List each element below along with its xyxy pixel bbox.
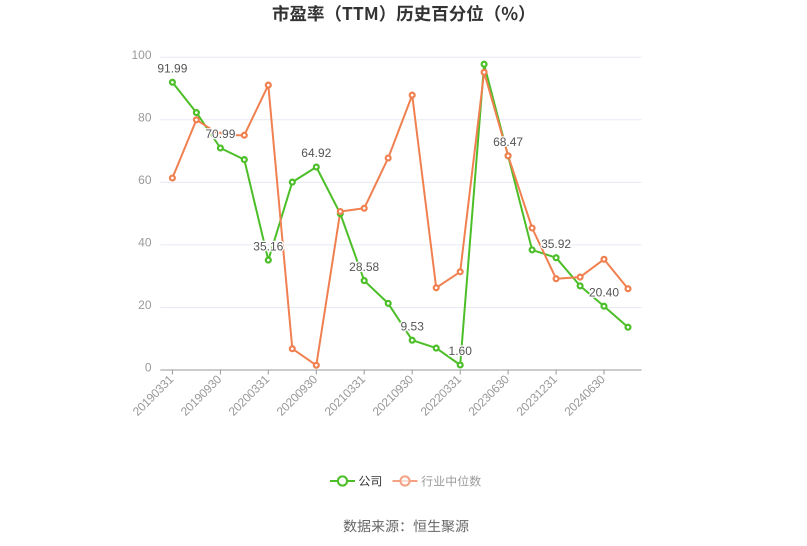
svg-text:20210930: 20210930: [370, 372, 417, 419]
svg-text:20200930: 20200930: [274, 372, 321, 419]
svg-text:20190331: 20190331: [130, 372, 177, 419]
svg-text:0: 0: [145, 361, 152, 375]
svg-text:28.58: 28.58: [349, 260, 379, 274]
svg-text:20240630: 20240630: [561, 372, 608, 419]
svg-text:100: 100: [131, 48, 151, 62]
svg-text:80: 80: [138, 111, 152, 125]
svg-text:20190930: 20190930: [178, 372, 225, 419]
svg-text:20210331: 20210331: [322, 372, 369, 419]
svg-text:40: 40: [138, 236, 152, 250]
svg-text:91.99: 91.99: [157, 62, 187, 76]
svg-text:35.92: 35.92: [541, 237, 571, 251]
svg-text:64.92: 64.92: [301, 146, 331, 160]
svg-text:20220331: 20220331: [418, 372, 465, 419]
svg-text:20230630: 20230630: [466, 372, 513, 419]
svg-text:20231231: 20231231: [514, 372, 561, 419]
svg-text:35.16: 35.16: [253, 239, 283, 253]
svg-text:20.40: 20.40: [589, 285, 619, 299]
svg-text:60: 60: [138, 173, 152, 187]
svg-text:20200331: 20200331: [226, 372, 273, 419]
svg-text:20: 20: [138, 298, 152, 312]
svg-text:1.60: 1.60: [449, 344, 473, 358]
svg-text:68.47: 68.47: [493, 135, 523, 149]
svg-text:9.53: 9.53: [401, 319, 425, 333]
svg-text:70.99: 70.99: [205, 127, 235, 141]
